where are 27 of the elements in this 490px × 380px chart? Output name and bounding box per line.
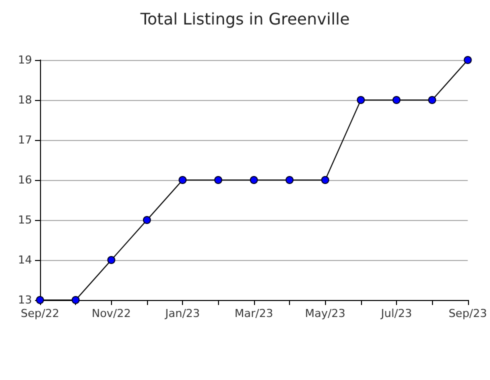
point	[464, 56, 472, 64]
x-tick-label: Jan/23	[164, 307, 200, 320]
x-tick-label: Sep/22	[20, 307, 60, 320]
point	[142, 216, 151, 224]
point	[428, 96, 436, 104]
y-tick-label: 15	[18, 214, 32, 226]
point	[250, 176, 258, 184]
point	[72, 296, 80, 304]
x-tick-label: Nov/22	[92, 307, 131, 320]
x-tick-label: May/23	[304, 307, 346, 320]
y-tick-label: 19	[18, 54, 32, 66]
x-tick-label: Jul/23	[380, 307, 412, 320]
point	[214, 176, 222, 184]
y-tick-label: 18	[18, 94, 32, 106]
chart-title: Total Listings in Greenville	[139, 10, 350, 28]
y-tick-label: 14	[18, 254, 32, 266]
point	[392, 96, 400, 104]
point	[321, 176, 330, 184]
y-tick-label: 17	[18, 134, 32, 146]
point	[356, 96, 365, 104]
point	[107, 256, 116, 264]
y-tick-label: 16	[18, 174, 32, 186]
y-tick-label: 13	[18, 294, 32, 306]
x-tick-label: Sep/23	[448, 307, 487, 320]
point	[286, 176, 294, 184]
x-tick-label: Mar/23	[234, 307, 274, 320]
point	[178, 176, 187, 184]
